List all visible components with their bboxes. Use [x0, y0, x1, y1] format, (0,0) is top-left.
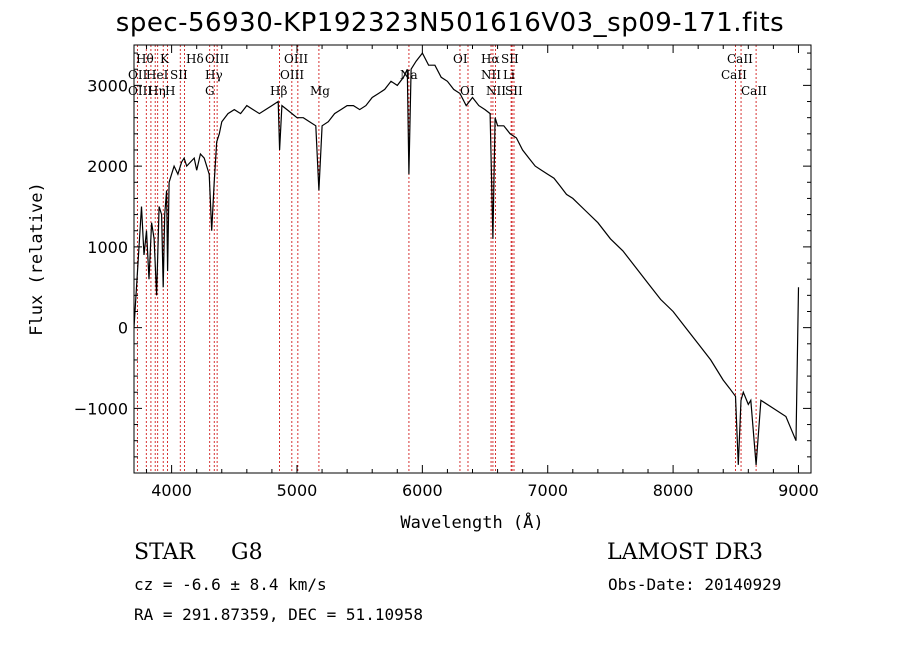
line-label-0: Hθ	[136, 52, 154, 66]
line-label-18: OI	[460, 84, 475, 98]
x-tick-label-5: 9000	[778, 481, 819, 500]
survey-name: LAMOST DR3	[607, 540, 763, 565]
y-tick-label-0: −1000	[74, 399, 128, 418]
line-label-20: SII	[501, 52, 519, 66]
line-label-14: Hβ	[270, 84, 287, 98]
line-label-17: OI	[453, 52, 468, 66]
spectral-line-markers	[136, 45, 757, 473]
flux-series-line	[134, 51, 800, 465]
line-label-21: NII	[481, 68, 501, 82]
y-tick-label-3: 2000	[87, 157, 128, 176]
line-label-4: HeI	[146, 68, 169, 82]
line-label-26: CaII	[721, 68, 747, 82]
y-axis-label: Flux (relative)	[27, 182, 47, 336]
x-tick-label-0: 4000	[151, 481, 192, 500]
line-label-22: Li	[503, 68, 515, 82]
line-label-5: SII	[170, 68, 188, 82]
line-label-13: OIII	[280, 68, 304, 82]
line-label-7: Hη	[148, 84, 166, 98]
x-axis-ticks: 4000 5000 6000 7000 8000 9000	[146, 45, 819, 500]
line-label-11: G	[205, 84, 215, 98]
coordinates-text: RA = 291.87359, DEC = 51.10958	[134, 605, 423, 624]
line-label-15: Mg	[310, 84, 330, 98]
y-tick-label-2: 1000	[87, 238, 128, 257]
x-axis-label: Wavelength (Å)	[400, 511, 543, 533]
line-label-23: NII	[486, 84, 506, 98]
redshift-text: cz = -6.6 ± 8.4 km/s	[134, 575, 327, 594]
y-tick-label-1: 0	[118, 319, 128, 338]
x-tick-label-2: 6000	[402, 481, 443, 500]
x-tick-label-3: 7000	[527, 481, 568, 500]
x-tick-label-1: 5000	[277, 481, 318, 500]
line-label-12: OIII	[284, 52, 308, 66]
line-label-10: Hγ	[205, 68, 223, 82]
line-label-1: K	[160, 52, 170, 66]
line-label-9: OIII	[205, 52, 229, 66]
line-label-24: SII	[505, 84, 523, 98]
y-axis-ticks: −1000 0 1000 2000 3000	[74, 52, 811, 458]
class-text: STAR	[134, 540, 195, 565]
chart-title: spec-56930-KP192323N501616V03_sp09-171.f…	[115, 8, 785, 38]
plot-frame	[133, 44, 812, 474]
line-label-3: OII	[128, 68, 148, 82]
obs-date-text: Obs-Date: 20140929	[608, 575, 782, 594]
subclass-text: G8	[231, 540, 263, 565]
x-tick-label-4: 8000	[653, 481, 694, 500]
line-label-25: CaII	[727, 52, 753, 66]
line-label-8: H	[165, 84, 175, 98]
line-label-2: Hδ	[186, 52, 204, 66]
object-class: STAR G8	[134, 540, 263, 565]
line-label-27: CaII	[741, 84, 767, 98]
line-label-16: Na	[400, 68, 418, 82]
line-label-19: Hα	[481, 52, 500, 66]
y-tick-label-4: 3000	[87, 76, 128, 95]
